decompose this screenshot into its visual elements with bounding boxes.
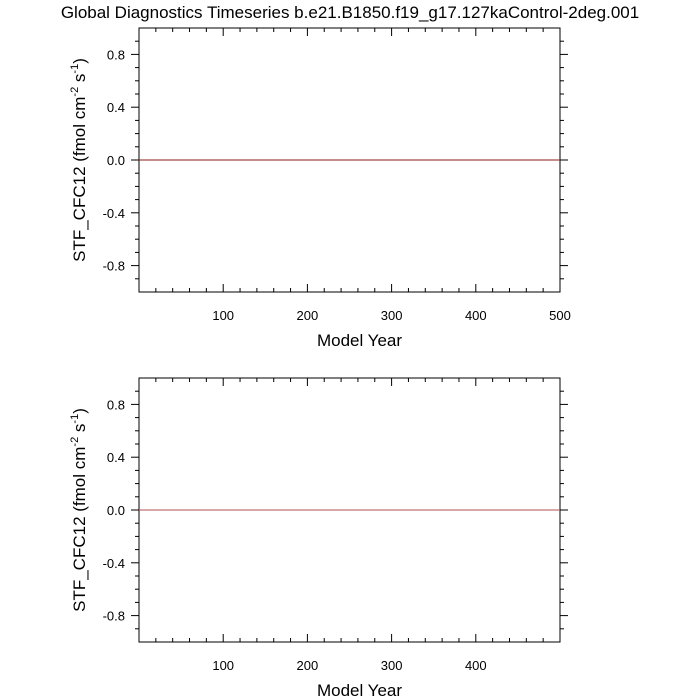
x-tick-label: 200 (297, 308, 319, 323)
figure-title: Global Diagnostics Timeseries b.e21.B185… (61, 3, 639, 22)
y-tick-label: -0.4 (103, 556, 125, 571)
x-tick-label: 100 (212, 308, 234, 323)
x-tick-label: 500 (549, 308, 571, 323)
y-tick-label: 0.8 (107, 397, 125, 412)
x-axis-title: Model Year (317, 331, 402, 350)
y-tick-label: -0.8 (103, 609, 125, 624)
y-tick-label: -0.8 (103, 259, 125, 274)
y-axis-title: STF_CFC12 (fmol cm-2 s-1) (69, 58, 89, 262)
chart-panel-2: 100 200 300 400 0.8 0.4 0.0 -0.4 -0.8 Model Year S… (69, 377, 568, 700)
y-tick-label: 0.4 (107, 450, 125, 465)
x-axis-title: Model Year (317, 681, 402, 700)
x-tick-label: 100 (212, 658, 234, 673)
y-tick-label: -0.4 (103, 206, 125, 221)
chart-panel-1: 100 200 300 400 500 0.8 0.4 0.0 -0.4 -0.8 Model Ye… (69, 27, 571, 350)
x-tick-label: 400 (465, 658, 487, 673)
x-tick-label: 300 (381, 308, 403, 323)
x-tick-label: 200 (297, 658, 319, 673)
y-tick-label: 0.8 (107, 47, 125, 62)
x-tick-label: 400 (465, 308, 487, 323)
y-tick-label: 0.0 (107, 503, 125, 518)
y-tick-label: 0.0 (107, 153, 125, 168)
y-tick-label: 0.4 (107, 100, 125, 115)
x-tick-label: 300 (381, 658, 403, 673)
panels: 100 200 300 400 500 0.8 0.4 0.0 -0.4 -0.8 Model Ye… (69, 27, 571, 700)
y-axis-title: STF_CFC12 (fmol cm-2 s-1) (69, 408, 89, 612)
